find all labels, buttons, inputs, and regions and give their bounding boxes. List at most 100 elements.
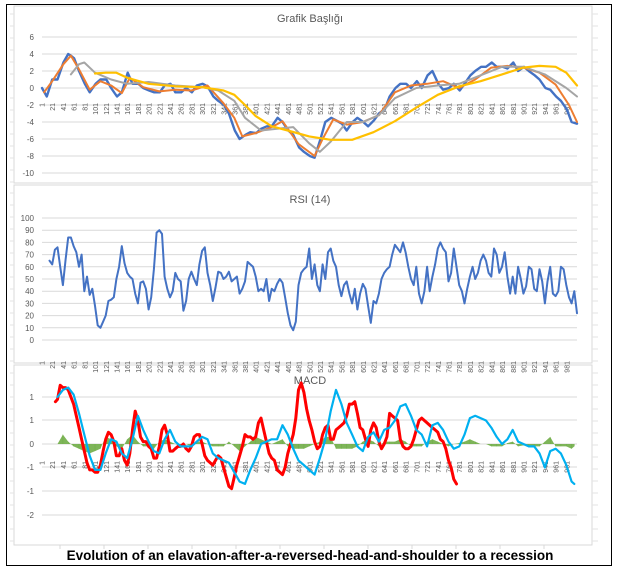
x-tick-label: 461	[286, 461, 293, 473]
price-chart-title: Grafik Başlığı	[277, 13, 343, 25]
x-tick-label: 201	[147, 103, 154, 115]
x-tick-label: 661	[393, 461, 400, 473]
macd-chart: MACD 110-1-1-21 21 41 61 81 101 121 141 161 181 20…	[10, 0, 598, 549]
x-tick-label: 601	[361, 461, 368, 473]
x-tick-label: 481	[297, 361, 304, 373]
x-tick-label: 221	[157, 361, 164, 373]
x-tick-label: 601	[361, 361, 368, 373]
x-tick-label: 741	[436, 461, 443, 473]
x-tick-label: 101	[93, 361, 100, 373]
y-tick-label: -4	[27, 118, 35, 127]
x-tick-label: 161	[125, 103, 132, 115]
x-tick-label: 321	[211, 461, 218, 473]
x-tick-label: 861	[500, 361, 507, 373]
x-tick-label: 481	[297, 461, 304, 473]
x-tick-label: 801	[468, 461, 475, 473]
x-tick-label: 161	[125, 461, 132, 473]
x-tick-label: 881	[511, 361, 518, 373]
slow-ma-line	[93, 64, 579, 141]
y-tick-label: 70	[25, 251, 34, 260]
x-tick-label: 581	[350, 103, 357, 115]
x-tick-label: 781	[457, 461, 464, 473]
y-tick-label: 90	[25, 226, 34, 235]
x-tick-label: 881	[511, 103, 518, 115]
x-tick-label: 221	[157, 461, 164, 473]
x-tick-label: 41	[61, 103, 68, 111]
x-tick-label: 961	[554, 461, 561, 473]
x-tick-label: 461	[286, 361, 293, 373]
y-tick-label: 60	[25, 263, 34, 272]
y-tick-label: 0	[30, 336, 35, 345]
x-tick-label: 861	[500, 103, 507, 115]
x-tick-label: 141	[114, 461, 121, 473]
x-tick-label: 561	[339, 103, 346, 115]
x-tick-label: 101	[93, 103, 100, 115]
macd-chart-title: MACD	[294, 375, 326, 387]
y-tick-label: 20	[25, 312, 34, 321]
x-tick-label: 441	[275, 361, 282, 373]
x-tick-label: 621	[372, 461, 379, 473]
x-tick-label: 501	[307, 361, 314, 373]
x-tick-label: 821	[479, 361, 486, 373]
x-tick-label: 341	[222, 361, 229, 373]
x-tick-label: 801	[468, 361, 475, 373]
x-tick-label: 661	[393, 361, 400, 373]
x-tick-label: 841	[489, 361, 496, 373]
x-tick-label: 761	[447, 103, 454, 115]
x-tick-label: 621	[372, 103, 379, 115]
x-tick-label: 21	[50, 461, 57, 469]
x-tick-label: 141	[114, 361, 121, 373]
x-tick-label: 561	[339, 361, 346, 373]
x-tick-label: 301	[200, 461, 207, 473]
x-tick-label: 721	[425, 103, 432, 115]
x-tick-label: 741	[436, 361, 443, 373]
x-tick-label: 681	[404, 361, 411, 373]
x-tick-label: 361	[232, 103, 239, 115]
x-tick-label: 441	[275, 103, 282, 115]
chart-area-border	[13, 5, 593, 184]
y-tick-label: 80	[25, 238, 34, 247]
x-tick-label: 381	[243, 461, 250, 473]
x-tick-label: 701	[414, 361, 421, 373]
x-tick-label: 81	[82, 103, 89, 111]
x-tick-label: 321	[211, 361, 218, 373]
x-tick-label: 21	[50, 103, 57, 111]
x-tick-label: 521	[318, 361, 325, 373]
x-tick-label: 901	[521, 461, 528, 473]
x-tick-label: 521	[318, 103, 325, 115]
x-tick-label: 101	[93, 461, 100, 473]
x-tick-label: 401	[254, 461, 261, 473]
x-tick-label: 81	[82, 461, 89, 469]
x-tick-label: 941	[543, 103, 550, 115]
x-tick-label: 181	[136, 103, 143, 115]
x-tick-label: 61	[72, 103, 79, 111]
x-tick-label: 461	[286, 103, 293, 115]
x-tick-label: 301	[200, 103, 207, 115]
x-tick-label: 701	[414, 103, 421, 115]
x-tick-label: 321	[211, 103, 218, 115]
x-tick-label: 501	[307, 103, 314, 115]
x-tick-label: 1	[40, 461, 47, 465]
x-tick-label: 641	[382, 461, 389, 473]
x-tick-label: 241	[168, 461, 175, 473]
x-tick-label: 1	[40, 103, 47, 107]
price-chart: Grafik Başlığı 6 4 2 0 -2 -4 -6 -8 -10 1 21 41 61 81 1…	[10, 5, 598, 184]
x-tick-label: 741	[436, 103, 443, 115]
x-tick-label: 281	[189, 461, 196, 473]
x-tick-label: 121	[104, 461, 111, 473]
x-tick-label: 641	[382, 361, 389, 373]
x-tick-label: 181	[136, 461, 143, 473]
x-tick-label: 921	[532, 361, 539, 373]
x-tick-label: 281	[189, 361, 196, 373]
x-tick-label: 581	[350, 461, 357, 473]
x-tick-label: 841	[489, 461, 496, 473]
x-tick-label: 141	[114, 103, 121, 115]
x-tick-label: 121	[104, 103, 111, 115]
x-tick-label: 921	[532, 461, 539, 473]
x-tick-label: 261	[179, 361, 186, 373]
x-tick-label: 161	[125, 361, 132, 373]
y-tick-label: 2	[30, 67, 35, 76]
x-tick-label: 401	[254, 361, 261, 373]
y-tick-label: -2	[27, 511, 35, 520]
